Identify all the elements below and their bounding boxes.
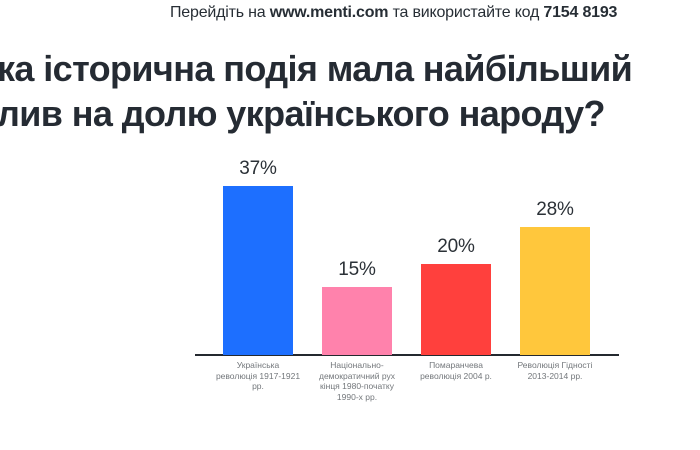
- bar: [322, 287, 392, 355]
- question-title: ка історична подія мала найбільший лив н…: [0, 46, 633, 136]
- bar-category-label: Помаранчева революція 2004 р.: [420, 360, 492, 381]
- bar-value-label: 20%: [437, 236, 475, 257]
- bar-group: 37%: [223, 158, 293, 356]
- bar: [421, 264, 491, 355]
- bar-category-label: Національно-демократичний рух кінця 1980-…: [319, 360, 395, 402]
- bar-group: 28%: [520, 199, 590, 356]
- join-instruction: Перейдіть на www.menti.com та використай…: [170, 4, 617, 22]
- join-instruction-prefix: Перейдіть на: [170, 4, 270, 21]
- join-instruction-middle: та використайте код: [388, 4, 544, 21]
- join-url: www.menti.com: [269, 4, 389, 21]
- bar-group: 15%: [322, 259, 392, 356]
- question-title-line1: ка історична подія мала найбільший: [0, 48, 633, 89]
- bar-chart: 37% Українська революція 1917-1921 рр. 15% На…: [195, 150, 619, 402]
- bar-value-label: 28%: [536, 199, 574, 220]
- bar-value-label: 37%: [239, 158, 277, 179]
- x-axis-line: [195, 354, 619, 356]
- bar-group: 20%: [421, 236, 491, 356]
- bar: [520, 227, 590, 355]
- bar: [223, 186, 293, 355]
- bar-category-label: Революція Гідності 2013-2014 рр.: [517, 360, 593, 381]
- bar-category-label: Українська революція 1917-1921 рр.: [215, 360, 301, 391]
- join-code: 7154 8193: [543, 4, 618, 21]
- bar-value-label: 15%: [338, 259, 376, 280]
- question-title-line2: лив на долю українського народу?: [0, 93, 606, 134]
